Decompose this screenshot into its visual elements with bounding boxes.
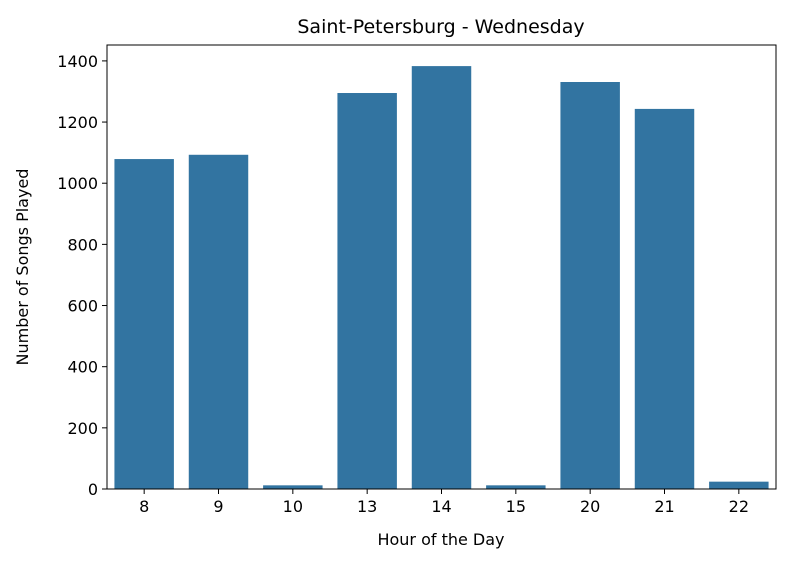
bars-group bbox=[114, 66, 769, 489]
plot-frame bbox=[106, 44, 777, 490]
y-axis-label: Number of Songs Played bbox=[13, 169, 32, 366]
y-tick-label: 1400 bbox=[57, 52, 98, 71]
x-axis-label: Hour of the Day bbox=[377, 530, 504, 549]
y-tick-label: 400 bbox=[67, 358, 98, 377]
y-axis-ticks: 0 200 400 600 800 1000 1200 1400 bbox=[57, 52, 107, 499]
x-tick-label: 21 bbox=[654, 497, 674, 516]
y-tick-label: 600 bbox=[67, 297, 98, 316]
x-axis-ticks: 8 9 10 13 14 15 20 21 22 bbox=[139, 489, 749, 516]
x-tick-label: 10 bbox=[283, 497, 303, 516]
y-tick-label: 800 bbox=[67, 235, 98, 254]
x-tick-label: 14 bbox=[431, 497, 451, 516]
x-tick-label: 8 bbox=[139, 497, 149, 516]
bar-hour-10 bbox=[263, 485, 323, 489]
bar-hour-20 bbox=[560, 82, 620, 489]
bar-hour-13 bbox=[337, 93, 397, 489]
bar-hour-15 bbox=[486, 485, 546, 489]
bar-hour-22 bbox=[709, 481, 769, 489]
x-tick-label: 15 bbox=[506, 497, 526, 516]
chart-title: Saint-Petersburg - Wednesday bbox=[297, 16, 584, 38]
bar-hour-14 bbox=[411, 66, 472, 489]
x-tick-label: 20 bbox=[580, 497, 600, 516]
y-tick-label: 0 bbox=[88, 480, 98, 499]
x-tick-label: 22 bbox=[729, 497, 749, 516]
x-tick-label: 13 bbox=[357, 497, 377, 516]
x-tick-label: 9 bbox=[213, 497, 223, 516]
bar-hour-8 bbox=[114, 159, 174, 489]
y-tick-label: 1200 bbox=[57, 113, 98, 132]
bar-hour-21 bbox=[634, 108, 695, 489]
y-tick-label: 1000 bbox=[57, 174, 98, 193]
y-tick-label: 200 bbox=[67, 419, 98, 438]
bar-hour-9 bbox=[188, 154, 249, 489]
